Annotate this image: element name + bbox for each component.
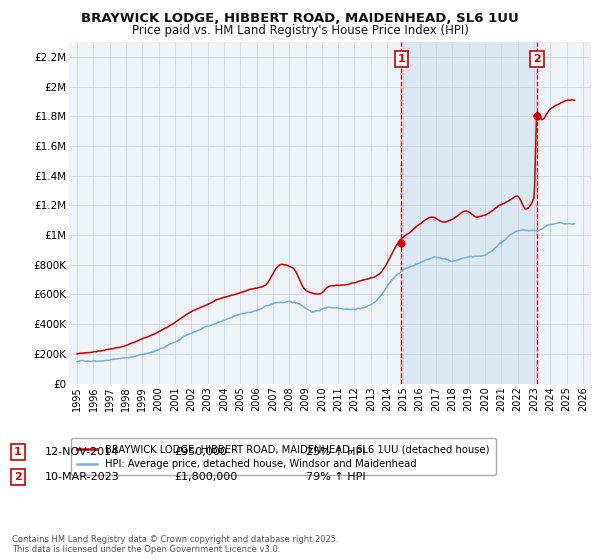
- Text: 2: 2: [533, 54, 541, 64]
- Text: 25% ↑ HPI: 25% ↑ HPI: [306, 447, 365, 457]
- Text: 1: 1: [14, 447, 22, 457]
- Text: Contains HM Land Registry data © Crown copyright and database right 2025.
This d: Contains HM Land Registry data © Crown c…: [12, 535, 338, 554]
- Text: Price paid vs. HM Land Registry's House Price Index (HPI): Price paid vs. HM Land Registry's House …: [131, 24, 469, 37]
- Text: £950,000: £950,000: [174, 447, 227, 457]
- Text: 79% ↑ HPI: 79% ↑ HPI: [306, 472, 365, 482]
- Text: 1: 1: [397, 54, 405, 64]
- Text: 2: 2: [14, 472, 22, 482]
- Text: 12-NOV-2014: 12-NOV-2014: [45, 447, 119, 457]
- Text: £1,800,000: £1,800,000: [174, 472, 237, 482]
- Text: 10-MAR-2023: 10-MAR-2023: [45, 472, 120, 482]
- Text: BRAYWICK LODGE, HIBBERT ROAD, MAIDENHEAD, SL6 1UU: BRAYWICK LODGE, HIBBERT ROAD, MAIDENHEAD…: [81, 12, 519, 25]
- Legend: BRAYWICK LODGE, HIBBERT ROAD, MAIDENHEAD, SL6 1UU (detached house), HPI: Average: BRAYWICK LODGE, HIBBERT ROAD, MAIDENHEAD…: [71, 438, 496, 475]
- Bar: [401, 42, 537, 384]
